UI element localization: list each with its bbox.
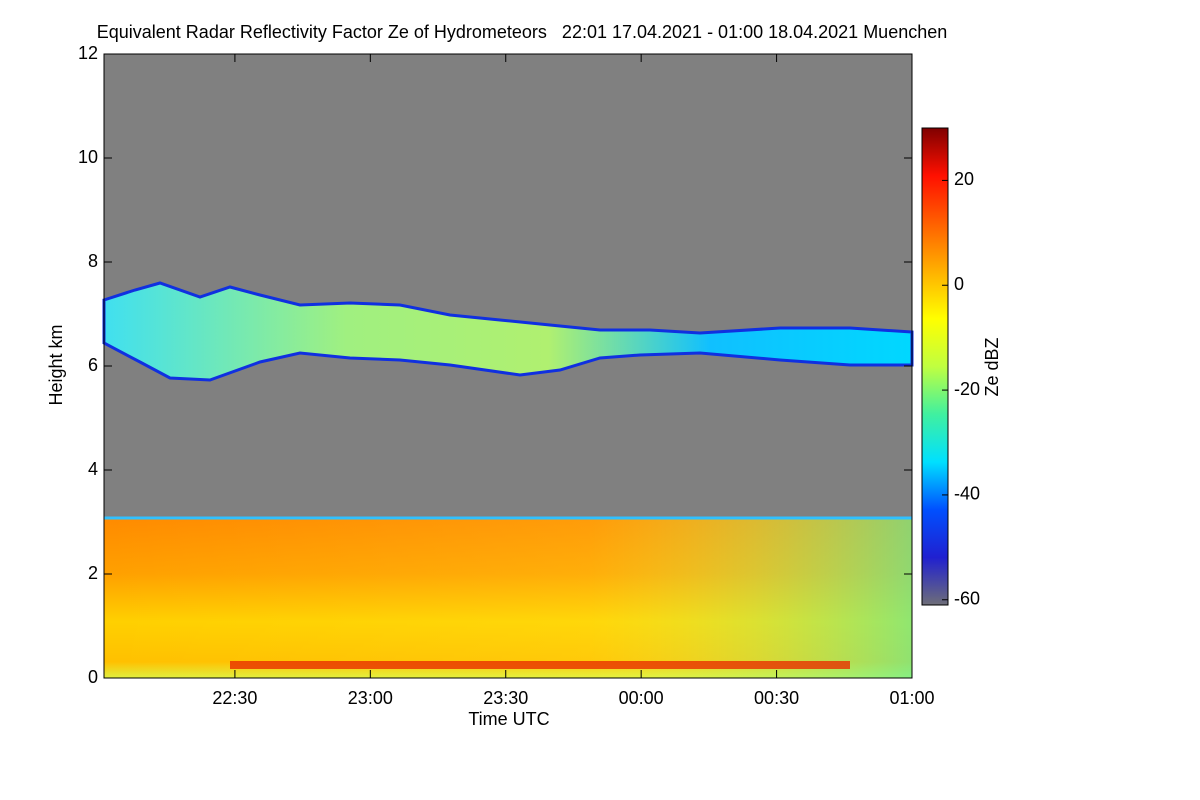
y-tick-label: 0 [88, 667, 98, 687]
colorbar-label: Ze dBZ [982, 337, 1002, 396]
colorbar-tick-label: 20 [954, 169, 974, 189]
x-tick-label: 00:30 [754, 688, 799, 708]
colorbar-tick-label: -40 [954, 484, 980, 504]
x-tick-label: 01:00 [889, 688, 934, 708]
colorbar [921, 127, 949, 606]
x-axis-label: Time UTC [468, 709, 549, 729]
y-tick-label: 10 [78, 147, 98, 167]
y-tick-label: 6 [88, 355, 98, 375]
colorbar-tick-label: -60 [954, 589, 980, 609]
x-tick-label: 22:30 [212, 688, 257, 708]
x-tick-label: 00:00 [619, 688, 664, 708]
radar-field [102, 54, 914, 678]
x-tick-label: 23:30 [483, 688, 528, 708]
y-tick-label: 2 [88, 563, 98, 583]
y-tick-label: 4 [88, 459, 98, 479]
y-axis-label: Height km [46, 324, 66, 405]
melting-layer [230, 661, 850, 669]
y-tick-label: 8 [88, 251, 98, 271]
chart-title: Equivalent Radar Reflectivity Factor Ze … [97, 22, 948, 42]
precip-band-shade [104, 517, 912, 678]
x-tick-label: 23:00 [348, 688, 393, 708]
colorbar-tick-label: 0 [954, 274, 964, 294]
y-tick-label: 12 [78, 43, 98, 63]
colorbar-tick-label: -20 [954, 379, 980, 399]
